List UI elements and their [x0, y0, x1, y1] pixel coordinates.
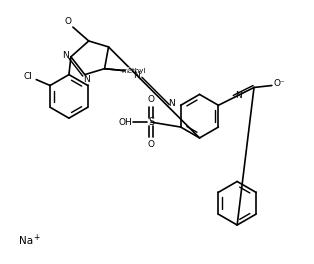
Text: methyl: methyl: [126, 68, 131, 70]
Text: N: N: [62, 51, 69, 60]
Text: methyl: methyl: [127, 68, 132, 70]
Text: methyl: methyl: [121, 68, 145, 74]
Text: S: S: [148, 117, 154, 127]
Text: O⁻: O⁻: [274, 79, 286, 88]
Text: O: O: [148, 95, 154, 104]
Text: methyl: methyl: [128, 69, 133, 71]
Text: N: N: [133, 71, 140, 80]
Text: O: O: [148, 140, 154, 149]
Text: methyl: methyl: [126, 67, 131, 68]
Text: N: N: [168, 99, 175, 108]
Text: N: N: [235, 91, 241, 100]
Text: Na: Na: [19, 236, 34, 246]
Text: methyl: methyl: [132, 70, 137, 71]
Text: methyl: methyl: [126, 69, 131, 71]
Text: N: N: [84, 75, 90, 84]
Text: methyl: methyl: [125, 68, 130, 70]
Text: methyl: methyl: [128, 67, 133, 68]
Text: +: +: [33, 233, 40, 242]
Text: OH: OH: [118, 117, 132, 127]
Text: methyl: methyl: [127, 68, 132, 70]
Text: O: O: [64, 17, 72, 26]
Text: methyl: methyl: [128, 69, 133, 70]
Text: Cl: Cl: [24, 72, 33, 81]
